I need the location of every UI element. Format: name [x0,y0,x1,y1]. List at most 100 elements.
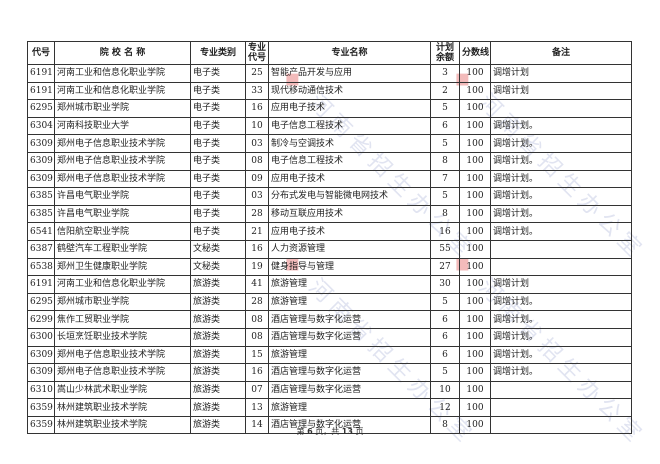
header-code: 代号 [27,41,55,65]
cell-category: 旅游类 [190,380,246,400]
cell-major-name: 现代移动通信技术 [268,81,431,101]
current-page: 6 [307,427,313,436]
cell-school: 郑州电子信息职业技术学院 [54,151,191,171]
cell-score: 100 [459,310,491,329]
table-header: 代号 院 校 名 称 专业类别 专业代号 专业名称 计划余额 分数线 备注 [27,41,632,65]
table-row: 6541 信阳航空职业学院 电子类 21 应用电子技术 16 100 调增计划。 [27,222,632,241]
cell-category: 电子类 [190,81,246,101]
cell-note [490,380,632,400]
cell-major-code: 28 [245,204,269,224]
cell-score: 100 [459,257,491,277]
cell-code: 6385 [27,204,55,224]
cell-remaining: 12 [430,398,460,417]
cell-note: 调增计划。 [490,222,632,241]
cell-major-code: 16 [245,363,269,382]
cell-school: 郑州电子信息职业技术学院 [54,169,191,189]
cell-school: 林州建筑职业技术学院 [54,398,191,417]
table-row: 6359 林州建筑职业技术学院 旅游类 13 旅游管理 12 100 [27,398,632,417]
cell-major-code: 08 [245,327,269,347]
cell-note [490,239,632,259]
total-pages: 13 [341,427,353,436]
cell-score: 100 [459,187,491,206]
cell-remaining: 5 [430,187,460,206]
cell-note [490,257,632,277]
footer-text: 页 [355,427,364,436]
cell-major-name: 应用电子技术 [268,222,431,241]
header-score: 分数线 [459,41,491,65]
cell-major-code: 14 [245,415,269,435]
cell-major-code: 15 [245,345,269,365]
table-row: 6538 郑州卫生健康职业学院 文秘类 19 健身指导与管理 27 100 [27,257,632,277]
cell-major-name: 制冷与空调技术 [268,134,431,153]
cell-remaining: 55 [430,239,460,259]
cell-major-code: 03 [245,187,269,206]
cell-note [490,398,632,417]
cell-note: 调增计划。 [490,187,632,206]
footer-text: 页，共 [315,427,340,436]
cell-remaining: 3 [430,64,460,83]
cell-score: 100 [459,398,491,417]
cell-score: 100 [459,292,491,312]
cell-school: 河南工业和信息化职业学院 [54,275,191,294]
cell-major-name: 移动互联应用技术 [268,204,431,224]
cell-remaining: 27 [430,257,460,277]
cell-major-code: 33 [245,81,269,101]
cell-remaining: 10 [430,380,460,400]
cell-note: 调增计划。 [490,310,632,329]
cell-code: 6538 [27,257,55,277]
cell-major-code: 28 [245,292,269,312]
cell-code: 6387 [27,239,55,259]
table-row: 6309 郑州电子信息职业技术学院 电子类 08 电子信息工程技术 8 100 调增计划。 [27,151,632,171]
cell-code: 6309 [27,363,55,382]
cell-category: 旅游类 [190,398,246,417]
cell-school: 郑州电子信息职业技术学院 [54,363,191,382]
table-row: 6309 郑州电子信息职业技术学院 旅游类 15 旅游管理 6 100 调增计划。 [27,345,632,365]
cell-remaining: 6 [430,116,460,136]
cell-major-name: 酒店管理与数字化运营 [268,310,431,329]
cell-major-name: 应用电子技术 [268,169,431,189]
cell-major-code: 25 [245,64,269,83]
cell-major-name: 人力资源管理 [268,239,431,259]
cell-school: 郑州卫生健康职业学院 [54,257,191,277]
cell-major-code: 10 [245,116,269,136]
table-row: 6191 河南工业和信息化职业学院 旅游类 41 旅游管理 30 100 调增计划 [27,275,632,294]
cell-major-name: 酒店管理与数字化运营 [268,380,431,400]
cell-remaining: 5 [430,292,460,312]
cell-category: 旅游类 [190,345,246,365]
cell-score: 100 [459,204,491,224]
header-remaining: 计划余额 [430,41,460,65]
cell-school: 郑州城市职业学院 [54,292,191,312]
cell-code: 6191 [27,64,55,83]
cell-school: 郑州电子信息职业技术学院 [54,134,191,153]
cell-school: 长垣烹饪职业技术学院 [54,327,191,347]
cell-major-code: 08 [245,151,269,171]
cell-score: 100 [459,99,491,118]
cell-remaining: 30 [430,275,460,294]
cell-code: 6300 [27,327,55,347]
cell-code: 6299 [27,310,55,329]
admission-table: 代号 院 校 名 称 专业类别 专业代号 专业名称 计划余额 分数线 备注 61… [27,41,632,435]
cell-remaining: 16 [430,222,460,241]
table-row: 6359 林州建筑职业技术学院 旅游类 14 酒店管理与数字化运营 8 100 [27,415,632,435]
footer-text: 第 [296,427,305,436]
cell-major-code: 07 [245,380,269,400]
cell-code: 6310 [27,380,55,400]
cell-category: 旅游类 [190,292,246,312]
cell-score: 100 [459,116,491,136]
cell-major-name: 电子信息工程技术 [268,116,431,136]
cell-major-code: 19 [245,257,269,277]
cell-major-code: 21 [245,222,269,241]
cell-note: 调增计划。 [490,327,632,347]
cell-code: 6309 [27,134,55,153]
cell-school: 信阳航空职业学院 [54,222,191,241]
cell-major-name: 智能产品开发与应用 [268,64,431,83]
cell-school: 林州建筑职业技术学院 [54,415,191,435]
cell-category: 电子类 [190,151,246,171]
cell-score: 100 [459,151,491,171]
cell-school: 嵩山少林武术职业学院 [54,380,191,400]
header-major-name: 专业名称 [268,41,431,65]
cell-remaining: 5 [430,134,460,153]
cell-school: 河南工业和信息化职业学院 [54,81,191,101]
header-note: 备注 [490,41,632,65]
cell-school: 郑州城市职业学院 [54,99,191,118]
